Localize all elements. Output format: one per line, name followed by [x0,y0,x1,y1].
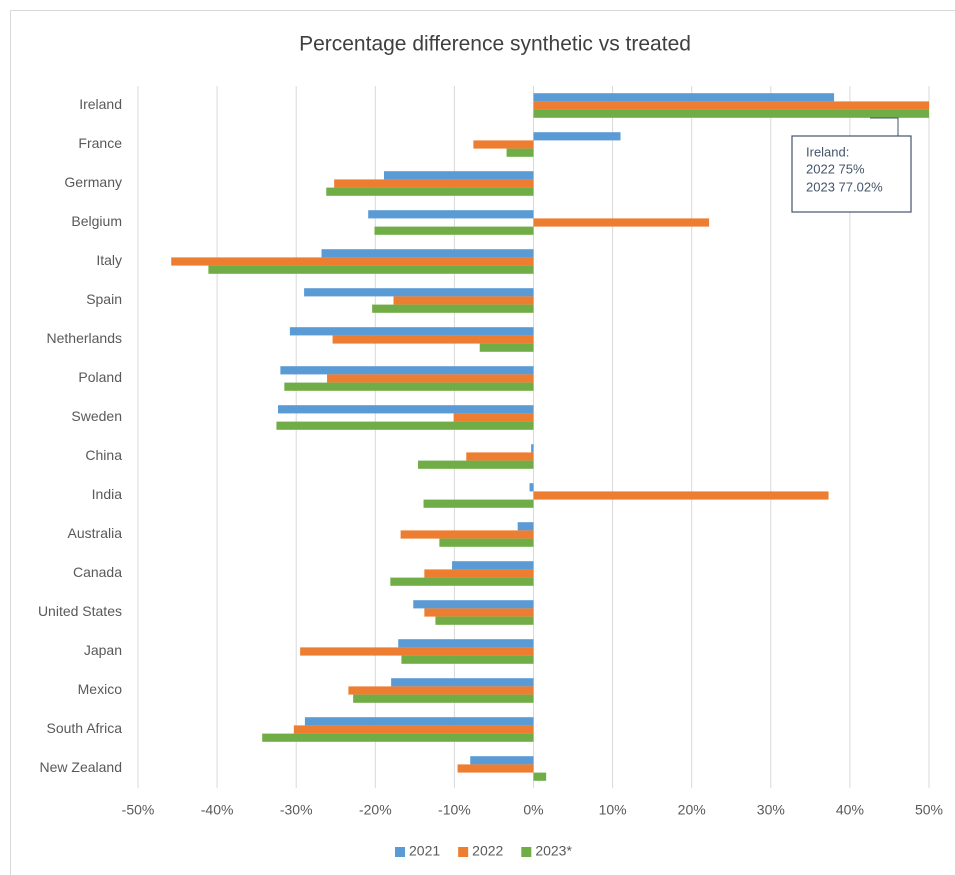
bar [348,686,534,695]
bar [479,343,534,352]
bar [326,187,534,196]
bar [457,764,534,773]
bar [533,218,710,227]
bar [533,109,929,118]
bar [506,148,534,157]
y-tick-label: France [78,135,122,151]
annotation-line: Ireland: [806,144,849,159]
y-tick-label: Germany [64,174,122,190]
legend-swatch [521,847,532,857]
bar [391,678,534,687]
y-tick-label: Netherlands [47,330,123,346]
bar [393,296,534,305]
bar [466,452,534,461]
bar [278,405,534,414]
bar [424,608,534,617]
bar [533,491,829,500]
y-tick-label: Canada [73,564,122,580]
annotation-line: 2023 77.02% [806,179,883,194]
bar [533,101,929,110]
bar [384,171,534,180]
bar [304,717,534,726]
bar [533,772,547,781]
x-tick-label: -40% [201,802,234,818]
bar [293,725,534,734]
x-tick-label: 30% [757,802,785,818]
bar [413,600,534,609]
bar [452,561,534,570]
y-tick-label: United States [38,603,122,619]
bar [424,569,534,578]
y-tick-label: Japan [84,642,122,658]
bar [453,413,534,422]
legend-label: 2023* [535,843,572,859]
bar [398,639,534,648]
bar [401,655,534,664]
y-tick-label: Italy [96,252,122,268]
bar [470,756,534,765]
x-tick-label: 10% [599,802,627,818]
bar [327,374,534,383]
annotation-connector [870,117,899,136]
annotation-box [791,135,912,213]
x-tick-label: -10% [438,802,471,818]
y-tick-label: Australia [68,525,123,541]
bar [418,460,534,469]
bar [321,249,534,258]
bar [400,530,534,539]
bar [304,288,534,297]
legend-label: 2022 [472,843,503,859]
x-tick-label: -30% [280,802,313,818]
bar [372,304,534,313]
y-tick-label: India [92,486,123,502]
y-tick-label: New Zealand [40,759,123,775]
bar [517,522,534,531]
legend-swatch [458,847,469,857]
bar [473,140,534,149]
y-tick-label: South Africa [47,720,123,736]
bar [300,647,534,656]
x-tick-label: 0% [523,802,543,818]
x-tick-label: -50% [122,802,155,818]
bar [531,444,534,453]
chart-title: Percentage difference synthetic vs treat… [299,33,691,56]
x-tick-label: 20% [678,802,706,818]
bar [208,265,534,274]
bar [529,483,534,492]
bar [332,335,534,344]
bar [262,733,534,742]
legend-label: 2021 [409,843,440,859]
y-tick-label: Mexico [78,681,123,697]
y-tick-label: Sweden [71,408,122,424]
y-tick-label: Ireland [79,96,122,112]
bar [284,382,534,391]
annotation-line: 2022 75% [806,161,865,176]
bar [439,538,534,547]
bar [334,179,534,188]
y-tick-label: China [85,447,122,463]
bar [533,132,621,141]
x-tick-label: -20% [359,802,392,818]
y-tick-label: Poland [78,369,122,385]
bar [533,93,835,102]
bar [374,226,534,235]
bar [390,577,534,586]
bar [353,694,534,703]
bar [280,366,534,375]
bar [368,210,534,219]
bar [423,499,534,508]
bar [435,616,534,625]
y-tick-label: Belgium [71,213,122,229]
y-tick-label: Spain [86,291,122,307]
legend-swatch [395,847,405,857]
x-tick-label: 50% [915,802,943,818]
bar [171,257,534,266]
bar [289,327,534,336]
bar [276,421,534,430]
x-tick-label: 40% [836,802,864,818]
